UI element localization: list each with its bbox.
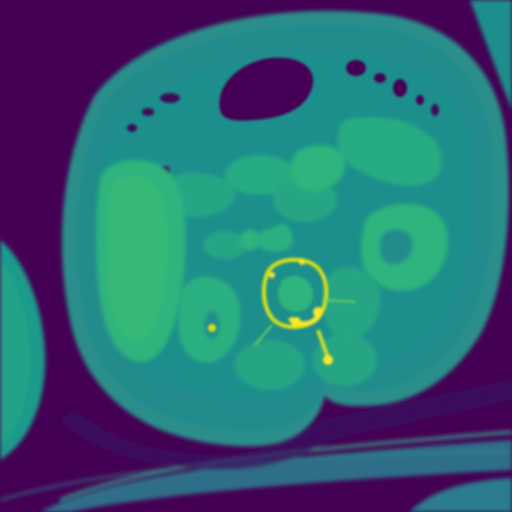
vertebra [254, 257, 356, 365]
vessels [240, 224, 291, 250]
liver [96, 160, 186, 362]
left-arm [0, 240, 45, 460]
paraspinal-muscles [235, 334, 377, 390]
spleen-colon [361, 203, 449, 291]
right-arm [470, 0, 512, 110]
air-pockets [127, 57, 439, 174]
calcification [208, 324, 216, 332]
bowel-loops [155, 116, 442, 259]
kidney-right [323, 267, 381, 341]
scanner-table [0, 380, 512, 512]
